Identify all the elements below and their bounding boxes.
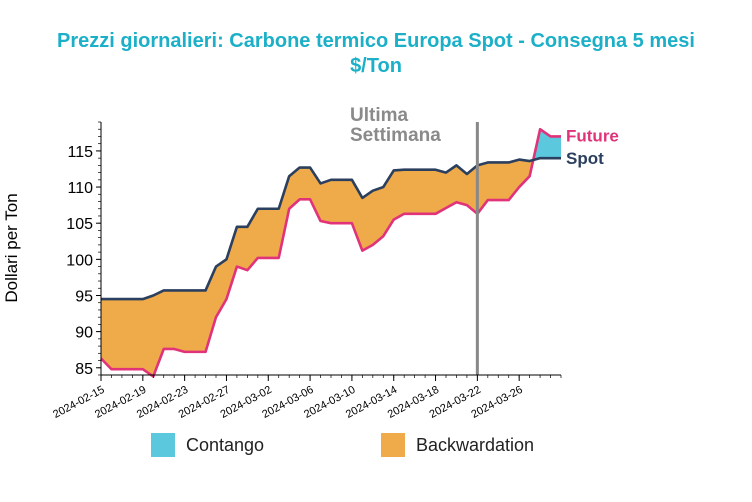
legend: Contango Backwardation <box>151 433 534 457</box>
y-tick-label: 100 <box>66 252 93 269</box>
y-tick-label: 110 <box>67 180 93 197</box>
legend-label-contango: Contango <box>186 435 264 455</box>
future-series-label: Future <box>566 126 619 145</box>
last-week-label: Ultima <box>350 105 409 126</box>
spot-line <box>101 156 561 301</box>
legend-swatch-backwardation <box>381 433 405 457</box>
last-week-label: Settimana <box>350 125 441 146</box>
y-tick-label: 90 <box>75 325 93 342</box>
backwardation-region <box>101 159 534 377</box>
y-tick-label: 115 <box>67 144 93 161</box>
chart-title: Prezzi giornalieri: Carbone termico Euro… <box>57 30 695 52</box>
y-tick-label: 85 <box>75 361 93 378</box>
y-tick-label: 105 <box>66 216 93 233</box>
future-line <box>100 127 561 378</box>
legend-swatch-contango <box>151 433 175 457</box>
y-tick-label: 95 <box>75 288 93 305</box>
chart-subtitle: $/Ton <box>350 55 402 77</box>
spot-series-label: Spot <box>566 149 604 168</box>
legend-label-backwardation: Backwardation <box>416 435 534 455</box>
y-axis-label: Dollari per Ton <box>2 193 21 302</box>
